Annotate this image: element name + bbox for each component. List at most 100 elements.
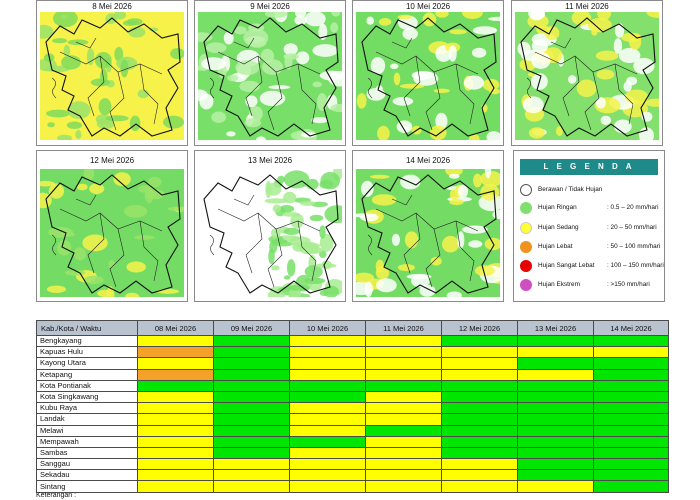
forecast-cell-yellow: [441, 469, 518, 482]
forecast-cell-green: [441, 402, 518, 415]
rain-patch: [556, 126, 563, 137]
rain-patch: [271, 228, 281, 239]
forecast-cell-orange: [137, 346, 214, 359]
map-panel-1: 8 Mei 2026: [36, 0, 188, 146]
forecast-cell-yellow: [517, 480, 594, 493]
rain-patch: [283, 275, 291, 280]
rain-patch: [600, 115, 612, 126]
legend-label: Hujan Sedang: [538, 224, 579, 231]
forecast-cell-green: [213, 435, 290, 448]
rain-patch: [472, 26, 497, 35]
regency-border: [87, 55, 105, 117]
rain-patch: [311, 117, 329, 124]
rain-patch: [486, 131, 500, 140]
forecast-cell-yellow: [213, 469, 290, 482]
forecast-cell-yellow: [137, 469, 214, 482]
rain-patch: [371, 194, 397, 206]
forecast-cell-green: [517, 413, 594, 426]
rain-patch: [148, 176, 162, 188]
rain-patch: [205, 42, 227, 54]
rain-patch: [235, 60, 260, 76]
rain-patch: [83, 169, 95, 181]
rain-patch: [366, 16, 374, 25]
region-name: Kota Pontianak: [36, 379, 138, 392]
region-column-header: Kab./Kota / Waktu: [36, 320, 138, 336]
table-row: Landak: [36, 413, 669, 426]
rain-patch: [282, 212, 300, 217]
legend-swatch: [520, 260, 532, 272]
rain-forecast-map: [198, 12, 342, 140]
regency-border: [297, 220, 317, 282]
rain-forecast-map: [198, 169, 342, 297]
regency-border: [109, 71, 125, 131]
table-row: Bengkayang: [36, 334, 669, 348]
regency-border: [59, 51, 163, 75]
forecast-cell-green: [593, 413, 669, 426]
rain-patch: [489, 88, 500, 95]
forecast-cell-green: [517, 424, 594, 437]
regency-border: [403, 212, 421, 274]
table-row: Mempawah: [36, 435, 669, 448]
regency-border: [455, 63, 475, 125]
rain-patch: [289, 236, 311, 246]
rain-patch: [271, 265, 280, 271]
forecast-cell-green: [517, 334, 594, 348]
rain-patch: [67, 101, 91, 119]
rain-patch: [40, 58, 57, 72]
regency-border: [297, 63, 317, 125]
forecast-cell-green: [289, 379, 366, 392]
forecast-cell-yellow: [365, 469, 442, 482]
forecast-cell-yellow: [213, 480, 290, 493]
forecast-cell-yellow: [289, 357, 366, 370]
forecast-cell-green: [593, 334, 669, 348]
rain-patch: [46, 285, 66, 293]
region-name: Landak: [36, 413, 138, 426]
map-panel-date: 12 Mei 2026: [89, 156, 135, 165]
rain-patch: [488, 16, 500, 22]
forecast-cell-yellow: [365, 458, 442, 471]
rain-patch: [75, 129, 82, 139]
legend-swatch: [520, 222, 532, 234]
map-panel-4: 11 Mei 2026: [511, 0, 663, 146]
regency-border: [75, 37, 97, 49]
regency-border: [233, 37, 255, 49]
forecast-cell-yellow: [137, 390, 214, 404]
regency-border: [562, 55, 580, 117]
forecast-cell-green: [593, 390, 669, 404]
rain-patch: [330, 103, 342, 113]
rain-patch: [448, 173, 460, 179]
forecast-cell-green: [441, 390, 518, 404]
rain-patch: [392, 96, 414, 106]
regency-border: [75, 194, 97, 206]
rain-patch: [120, 59, 129, 78]
rain-patch: [442, 235, 459, 253]
forecast-cell-yellow: [365, 346, 442, 359]
rain-patch: [260, 48, 275, 64]
regency-border: [59, 208, 163, 232]
forecast-cell-green: [593, 357, 669, 370]
map-panel-3: 10 Mei 2026: [352, 0, 504, 146]
forecast-cell-yellow: [289, 458, 366, 471]
rain-patch: [122, 20, 137, 26]
forecast-cell-green: [593, 446, 669, 460]
rain-patch: [482, 78, 500, 91]
forecast-cell-yellow: [289, 424, 366, 437]
rain-patch: [321, 260, 332, 270]
regency-border: [375, 51, 479, 75]
rain-patch: [304, 277, 326, 284]
rain-patch: [360, 180, 374, 197]
forecast-cell-yellow: [289, 402, 366, 415]
rain-patch: [402, 27, 418, 40]
regency-border: [51, 77, 57, 99]
map-panel-date: 9 Mei 2026: [250, 2, 290, 11]
rain-patch: [198, 32, 213, 42]
rain-patch: [323, 285, 339, 297]
rain-patch: [449, 189, 460, 200]
forecast-cell-yellow: [365, 357, 442, 370]
legend-label: Hujan Sangat Lebat: [538, 262, 595, 269]
forecast-cell-yellow: [593, 346, 669, 359]
rain-patch: [528, 12, 545, 21]
rain-patch: [90, 78, 111, 87]
rain-patch: [393, 72, 401, 86]
rain-patch: [463, 75, 485, 90]
